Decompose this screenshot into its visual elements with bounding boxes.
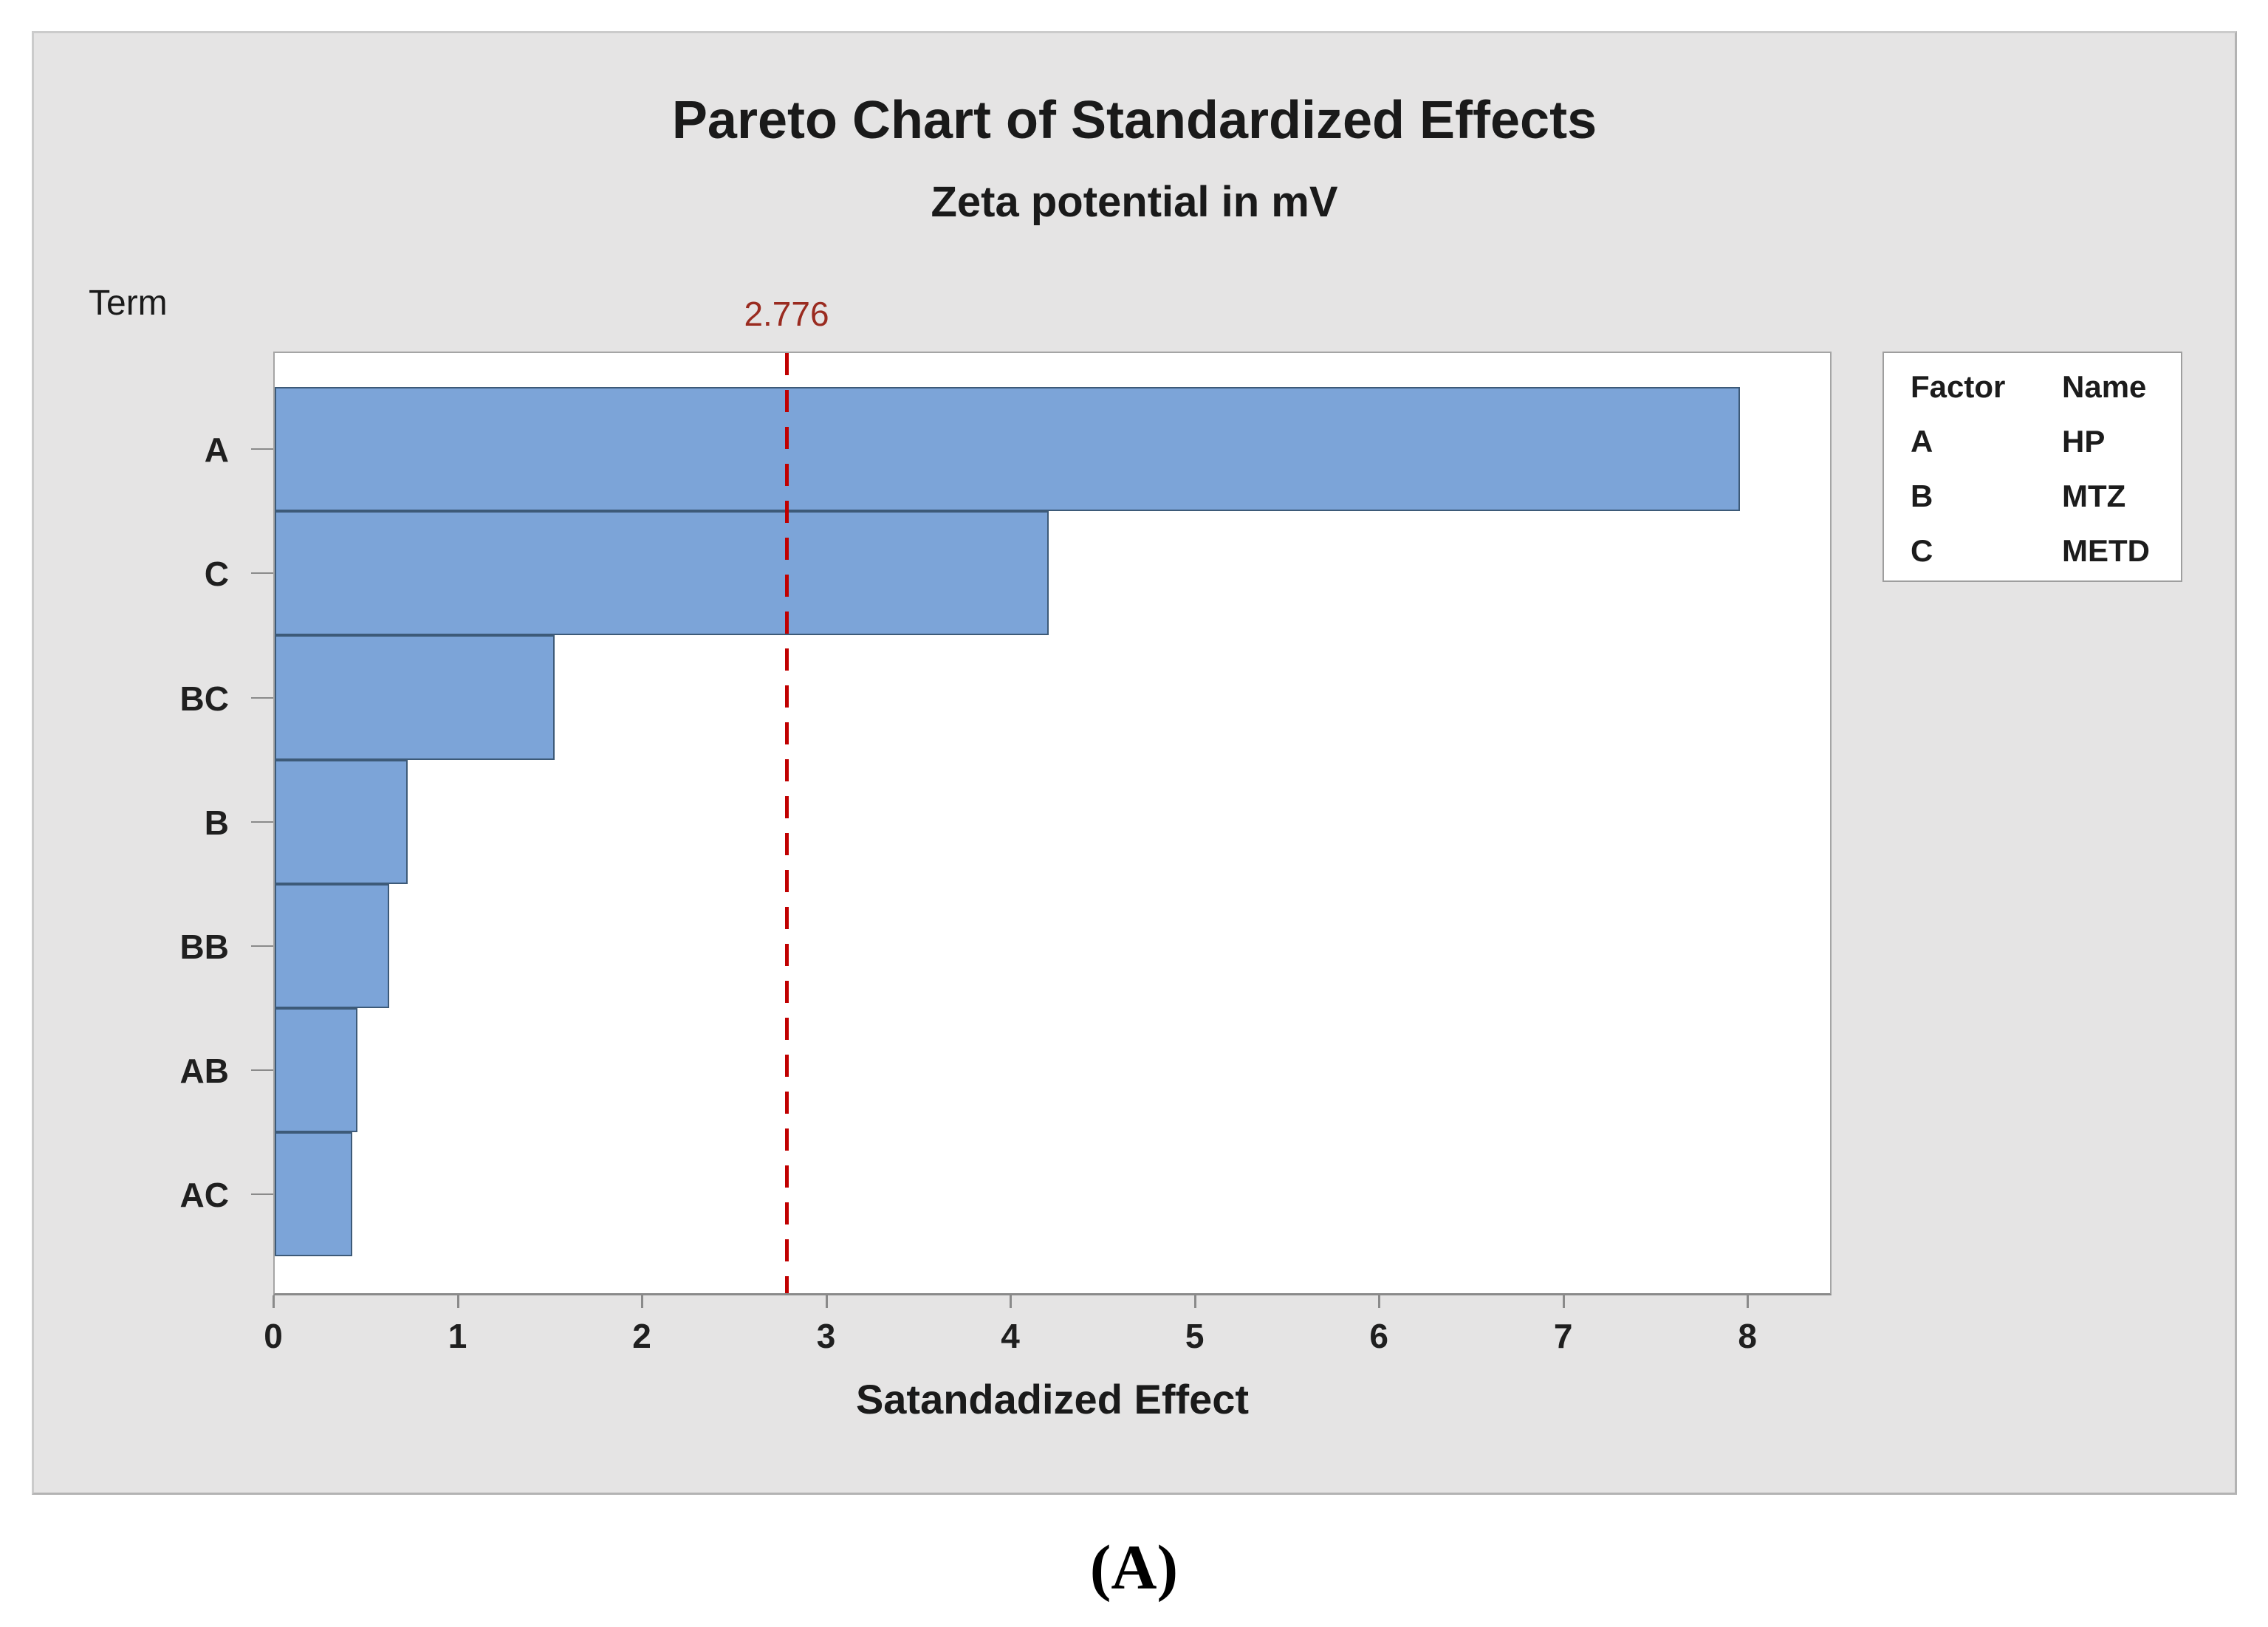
bar-AB: [275, 1008, 358, 1133]
x-tick-label-3: 3: [816, 1317, 836, 1355]
y-tick-mark: [251, 945, 273, 947]
bars-container: [275, 353, 1830, 1293]
bar-AC: [275, 1132, 352, 1257]
y-tick-mark: [251, 572, 273, 575]
legend-header-factor: Factor: [1911, 369, 2006, 404]
legend-header-name: Name: [2062, 369, 2147, 404]
reference-line: [784, 353, 789, 1293]
bar-C: [275, 511, 1049, 636]
x-tick-label-6: 6: [1369, 1317, 1388, 1355]
reference-line-label: 2.776: [744, 295, 829, 333]
legend-row-A: A HP: [1911, 424, 2181, 459]
y-tick-label-B: B: [204, 803, 229, 842]
x-tick-mark: [273, 1295, 275, 1308]
bar-BB: [275, 883, 389, 1008]
legend-header: Factor Name: [1911, 369, 2181, 405]
x-tick-label-0: 0: [264, 1317, 283, 1355]
y-tick-mark: [251, 1069, 273, 1072]
factor-legend: Factor Name A HP B MTZ C METD: [1882, 352, 2182, 582]
x-tick-mark: [1193, 1295, 1196, 1308]
legend-factor: A: [1911, 424, 1933, 459]
chart-subtitle: Zeta potential in mV: [931, 178, 1338, 226]
x-tick-mark: [641, 1295, 644, 1308]
bar-A: [275, 387, 1740, 512]
bar-BC: [275, 635, 555, 760]
x-tick-label-2: 2: [632, 1317, 651, 1355]
legend-row-B: B MTZ: [1911, 479, 2181, 514]
chart-title: Pareto Chart of Standardized Effects: [671, 91, 1597, 150]
y-tick-label-AB: AB: [179, 1052, 229, 1091]
y-tick-label-A: A: [204, 431, 229, 470]
x-tick-mark: [1378, 1295, 1381, 1308]
y-axis: A C BC B BB AB AC: [0, 352, 273, 1295]
y-tick-label-BC: BC: [179, 679, 229, 718]
y-tick-mark: [251, 1193, 273, 1196]
bar-B: [275, 759, 408, 884]
x-tick-label-4: 4: [1001, 1317, 1020, 1355]
x-tick-label-1: 1: [448, 1317, 467, 1355]
x-tick-label-5: 5: [1185, 1317, 1205, 1355]
y-axis-title: Term: [89, 284, 168, 323]
legend-name: METD: [2062, 533, 2150, 568]
x-tick-mark: [456, 1295, 459, 1308]
figure-caption: (A): [1089, 1532, 1179, 1603]
legend-name: MTZ: [2062, 479, 2126, 513]
legend-factor: B: [1911, 479, 1933, 513]
x-tick-label-8: 8: [1738, 1317, 1757, 1355]
y-tick-label-C: C: [204, 555, 229, 594]
y-tick-mark: [251, 821, 273, 823]
x-axis-title: Satandadized Effect: [855, 1376, 1250, 1422]
y-tick-label-AC: AC: [179, 1176, 229, 1215]
x-tick-mark: [1010, 1295, 1013, 1308]
y-tick-mark: [251, 696, 273, 699]
x-axis: 0 1 2 3 4 5 6 7 8: [264, 1295, 1832, 1391]
x-tick-mark: [1747, 1295, 1750, 1308]
plot-area: [273, 352, 1832, 1295]
legend-factor: C: [1911, 533, 1933, 568]
legend-row-C: C METD: [1911, 533, 2181, 569]
x-tick-mark: [825, 1295, 828, 1308]
x-tick-label-7: 7: [1553, 1317, 1573, 1355]
x-tick-mark: [1562, 1295, 1565, 1308]
y-tick-label-BB: BB: [179, 927, 229, 966]
y-tick-mark: [251, 448, 273, 451]
legend-name: HP: [2062, 424, 2106, 459]
